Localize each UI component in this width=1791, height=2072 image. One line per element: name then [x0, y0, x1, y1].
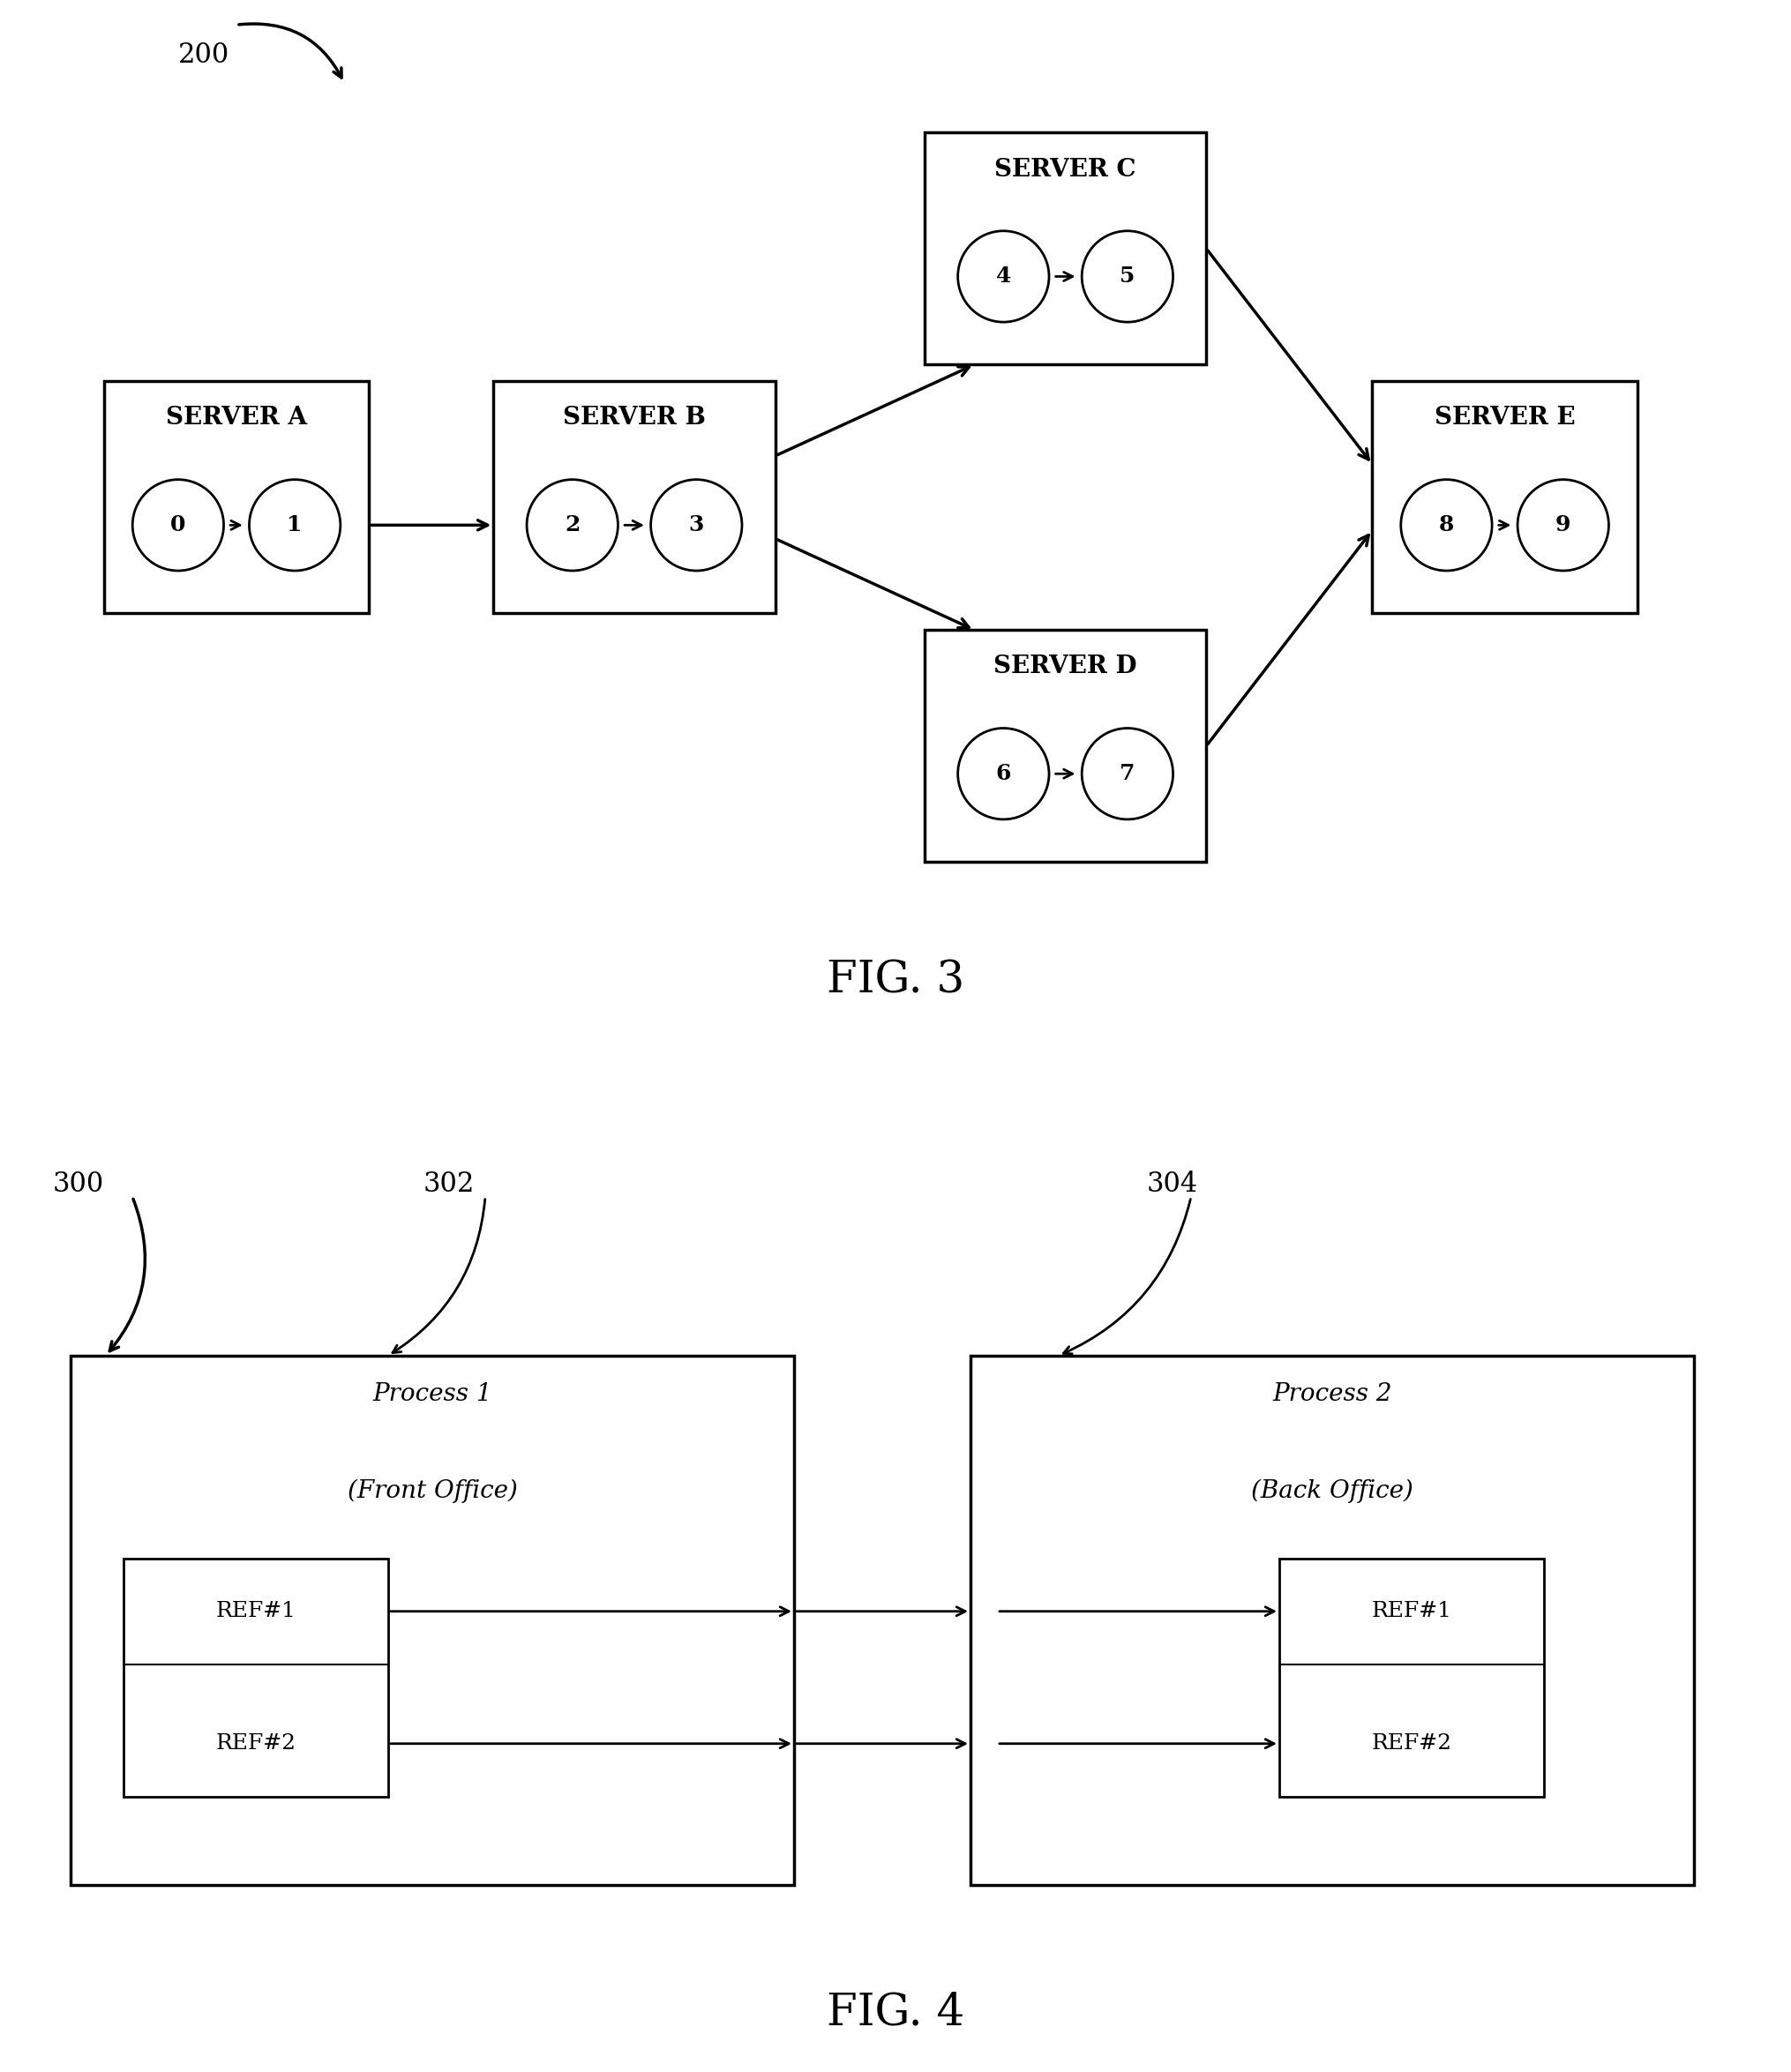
- Text: 200: 200: [179, 41, 229, 68]
- Text: Process 2: Process 2: [1272, 1382, 1392, 1405]
- Text: Process 1: Process 1: [373, 1382, 493, 1405]
- Text: 1: 1: [287, 514, 303, 537]
- Text: 2: 2: [564, 514, 580, 537]
- Bar: [70, 1355, 793, 1886]
- Circle shape: [650, 479, 741, 570]
- Text: 6: 6: [996, 762, 1012, 785]
- Bar: [124, 1558, 389, 1796]
- Text: 7: 7: [1119, 762, 1135, 785]
- Circle shape: [1082, 727, 1173, 818]
- Text: SERVER D: SERVER D: [994, 655, 1137, 678]
- Text: REF#1: REF#1: [215, 1602, 296, 1622]
- Bar: [971, 1355, 1694, 1886]
- Text: FIG. 4: FIG. 4: [827, 1991, 964, 2035]
- Bar: [494, 381, 776, 613]
- Circle shape: [1401, 479, 1492, 570]
- Text: 9: 9: [1555, 514, 1571, 537]
- Bar: [1279, 1558, 1544, 1796]
- Text: 8: 8: [1438, 514, 1454, 537]
- Circle shape: [1517, 479, 1608, 570]
- Circle shape: [249, 479, 340, 570]
- Circle shape: [133, 479, 224, 570]
- Text: SERVER C: SERVER C: [994, 157, 1135, 180]
- Text: 304: 304: [1146, 1171, 1198, 1198]
- Text: 0: 0: [170, 514, 186, 537]
- Text: (Front Office): (Front Office): [347, 1479, 518, 1502]
- Text: REF#2: REF#2: [215, 1734, 296, 1753]
- Text: REF#2: REF#2: [1372, 1734, 1453, 1753]
- Text: REF#1: REF#1: [1372, 1602, 1453, 1622]
- Circle shape: [958, 727, 1050, 818]
- Text: 3: 3: [690, 514, 704, 537]
- Text: 302: 302: [423, 1171, 475, 1198]
- Circle shape: [1082, 230, 1173, 321]
- Text: 300: 300: [54, 1171, 104, 1198]
- Text: SERVER A: SERVER A: [167, 406, 306, 429]
- Bar: [104, 381, 369, 613]
- Bar: [924, 630, 1207, 862]
- Text: SERVER E: SERVER E: [1435, 406, 1576, 429]
- Bar: [1372, 381, 1637, 613]
- Text: 5: 5: [1119, 265, 1135, 288]
- Circle shape: [527, 479, 618, 570]
- Bar: [924, 133, 1207, 365]
- Text: FIG. 3: FIG. 3: [827, 959, 964, 1003]
- Text: (Back Office): (Back Office): [1252, 1479, 1413, 1502]
- Text: SERVER B: SERVER B: [562, 406, 706, 429]
- Text: 4: 4: [996, 265, 1012, 288]
- Circle shape: [958, 230, 1050, 321]
